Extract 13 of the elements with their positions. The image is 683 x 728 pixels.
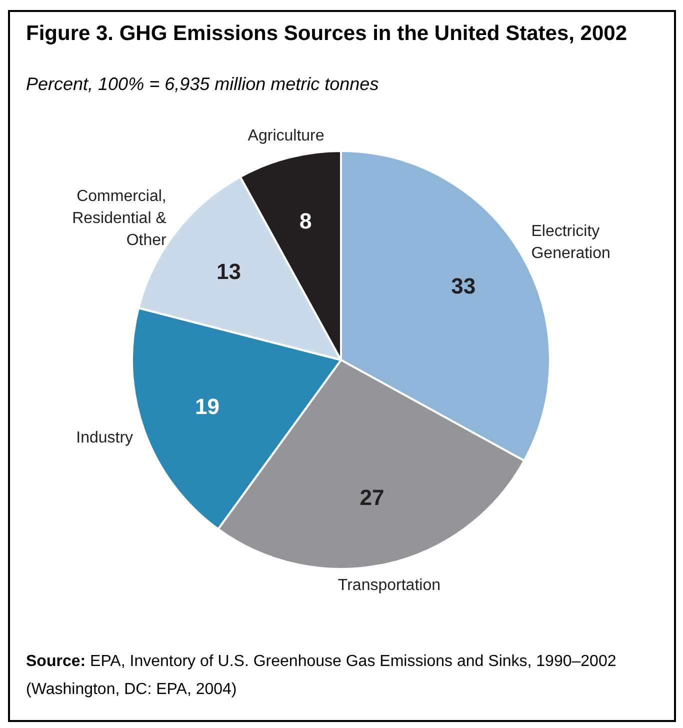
chart-title: Figure 3. GHG Emissions Sources in the United States, 2002	[26, 22, 628, 46]
slice-label: Transportation	[338, 576, 440, 594]
source-note: Source: EPA, Inventory of U.S. Greenhouse Gas Emissions and Sinks, 1990–2002 (Washington, DC: EPA, 2004)	[26, 652, 618, 700]
slice-label: Agriculture	[248, 128, 324, 145]
slice-label: Electricity Generation	[531, 222, 610, 262]
slice-label: Industry	[76, 430, 134, 447]
data-label: 19	[195, 394, 220, 420]
chart-subtitle: Percent, 100% = 6,935 million metric tonnes	[26, 74, 379, 95]
data-label: 8	[300, 208, 312, 234]
slice-label: Commercial, Residential & Other	[72, 188, 168, 249]
data-label: 27	[360, 484, 384, 510]
data-label: 33	[451, 274, 476, 299]
data-label: 13	[216, 258, 241, 284]
